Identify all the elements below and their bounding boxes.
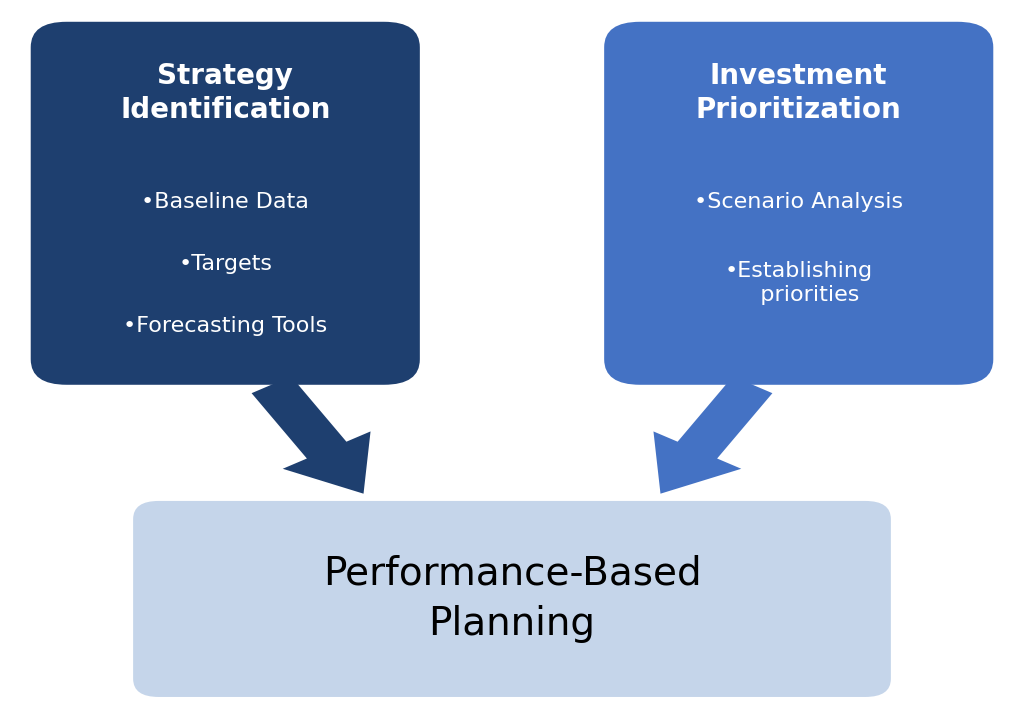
Polygon shape (252, 376, 371, 494)
Polygon shape (653, 376, 772, 494)
Text: •Targets: •Targets (178, 254, 272, 274)
Text: Performance-Based
Planning: Performance-Based Planning (323, 555, 701, 643)
Text: •Forecasting Tools: •Forecasting Tools (123, 316, 328, 336)
Text: Strategy
Identification: Strategy Identification (120, 62, 331, 124)
FancyBboxPatch shape (604, 22, 993, 385)
Text: •Establishing
   priorities: •Establishing priorities (725, 261, 872, 305)
Text: •Baseline Data: •Baseline Data (141, 192, 309, 213)
Text: •Scenario Analysis: •Scenario Analysis (694, 192, 903, 213)
Text: Investment
Prioritization: Investment Prioritization (696, 62, 901, 124)
FancyBboxPatch shape (31, 22, 420, 385)
FancyBboxPatch shape (133, 501, 891, 697)
